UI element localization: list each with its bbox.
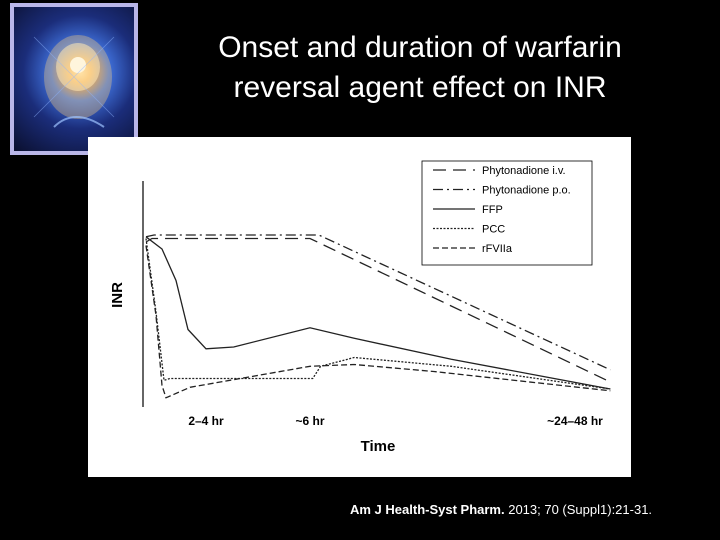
legend-label-2: FFP	[482, 204, 503, 216]
citation: Am J Health-Syst Pharm. 2013; 70 (Suppl1…	[350, 502, 652, 517]
slide-title-line1: Onset and duration of warfarin	[218, 31, 622, 64]
series-line-pcc	[145, 238, 611, 390]
series-line-phytonadione-p-o-	[145, 234, 611, 371]
series-line-rfviia	[145, 245, 611, 399]
x-tick-label-0: 2–4 hr	[188, 414, 224, 428]
legend-label-1: Phytonadione p.o.	[482, 185, 571, 197]
slide-title: Onset and duration of warfarin reversal …	[150, 28, 690, 108]
citation-journal: Am J Health-Syst Pharm.	[350, 502, 505, 517]
brain-head-icon	[33, 35, 115, 128]
slide-title-line2: reversal agent effect on INR	[233, 71, 607, 104]
x-tick-label-2: ~24–48 hr	[547, 414, 603, 428]
legend-box	[421, 160, 593, 266]
legend-label-3: PCC	[482, 224, 505, 236]
x-axis-label: Time	[361, 438, 396, 455]
series-line-phytonadione-i-v-	[145, 237, 611, 383]
series-line-ffp	[145, 236, 611, 390]
citation-details: 2013; 70 (Suppl1):21-31.	[504, 502, 653, 517]
brain-logo-image	[10, 3, 138, 155]
legend-label-4: rFVIIa	[482, 243, 513, 255]
x-tick-label-1: ~6 hr	[295, 414, 324, 428]
y-axis-label: INR	[109, 282, 126, 308]
inr-chart: INR 2–4 hr ~6 hr ~24–48 hr Time Phytonadio…	[109, 160, 611, 455]
legend: Phytonadione i.v. Phytonadione p.o. FFP PCC…	[421, 160, 593, 266]
chart-panel: INR 2–4 hr ~6 hr ~24–48 hr Time Phytonadio…	[88, 137, 631, 477]
legend-label-0: Phytonadione i.v.	[482, 165, 566, 177]
